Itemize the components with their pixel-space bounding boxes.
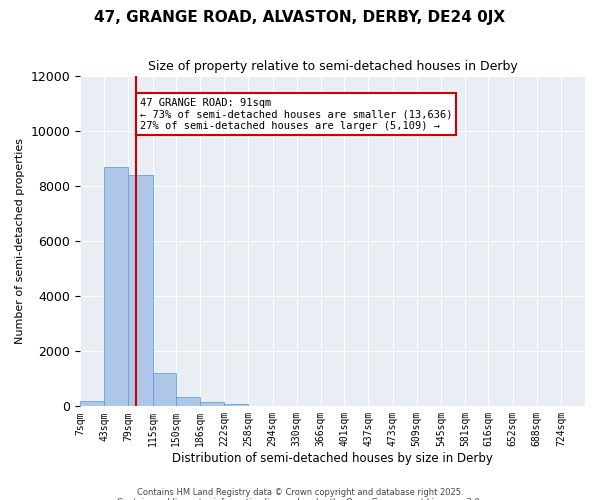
Text: 47, GRANGE ROAD, ALVASTON, DERBY, DE24 0JX: 47, GRANGE ROAD, ALVASTON, DERBY, DE24 0… (94, 10, 506, 25)
Text: Contains HM Land Registry data © Crown copyright and database right 2025.: Contains HM Land Registry data © Crown c… (137, 488, 463, 497)
Text: Contains public sector information licensed under the Open Government Licence v3: Contains public sector information licen… (118, 498, 482, 500)
Title: Size of property relative to semi-detached houses in Derby: Size of property relative to semi-detach… (148, 60, 517, 73)
Bar (128, 175, 152, 406)
Bar (176, 396, 200, 406)
Bar (152, 374, 176, 406)
Bar (224, 404, 248, 406)
Bar (104, 166, 128, 406)
Bar (200, 402, 224, 406)
Y-axis label: Number of semi-detached properties: Number of semi-detached properties (15, 138, 25, 344)
Bar (80, 401, 104, 406)
X-axis label: Distribution of semi-detached houses by size in Derby: Distribution of semi-detached houses by … (172, 452, 493, 465)
Text: 47 GRANGE ROAD: 91sqm
← 73% of semi-detached houses are smaller (13,636)
27% of : 47 GRANGE ROAD: 91sqm ← 73% of semi-deta… (140, 98, 452, 131)
